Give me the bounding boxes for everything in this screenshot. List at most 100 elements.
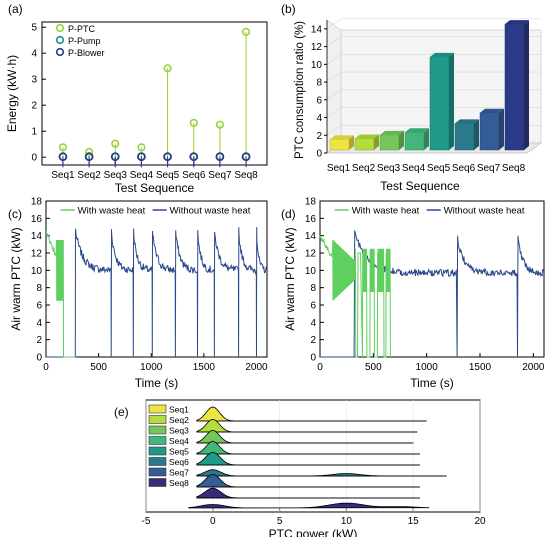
y-tick-label: 2 <box>316 131 322 142</box>
bar <box>504 23 525 151</box>
y-tick-label: 3 <box>31 75 37 86</box>
x-tick-label: 1500 <box>469 362 492 373</box>
bar-top <box>455 119 479 124</box>
data-point <box>163 64 172 73</box>
x-tick-label: 2000 <box>522 362 545 373</box>
data-point <box>163 152 172 162</box>
y-tick-label: 14 <box>305 231 317 242</box>
x-tick-label: -5 <box>142 516 151 527</box>
panel-e: -5 0 5 10 15 20 PTC power (kW) Seq1Seq2Seq3Seq4… <box>142 399 486 537</box>
y-tick-label: 2 <box>31 101 37 112</box>
bar <box>404 132 425 151</box>
y-tick-label: 0 <box>316 149 322 160</box>
x-tick-label: 500 <box>365 362 382 373</box>
bar <box>354 138 375 151</box>
bar-side <box>499 108 504 150</box>
x-tick-label: 2000 <box>245 362 268 373</box>
plot-frame <box>145 399 481 513</box>
legend-label: P-Pump <box>68 36 101 46</box>
legend-label: Seq1 <box>169 405 189 415</box>
y-tick-label: 2 <box>310 335 316 346</box>
x-tick-label: Seq6 <box>452 163 476 174</box>
x-axis-label: Time (s) <box>410 376 454 390</box>
y-tick-label: 16 <box>31 214 43 225</box>
x-tick-label: Seq2 <box>77 170 101 181</box>
x-tick-label: 5 <box>277 516 283 527</box>
legend-marker <box>55 35 65 45</box>
x-tick-label: Seq5 <box>427 163 451 174</box>
y-tick-label: 4 <box>36 318 42 329</box>
legend-label: Without waste heat <box>170 206 251 217</box>
y-tick-label: 14 <box>311 24 323 35</box>
y-tick-label: 12 <box>305 249 317 260</box>
legend-label: Seq2 <box>169 415 189 425</box>
legend-label: Seq3 <box>169 426 189 436</box>
x-tick-label: Seq8 <box>234 170 258 181</box>
y-tick-label: 2 <box>36 335 42 346</box>
data-point <box>58 152 68 162</box>
legend-marker <box>55 23 65 33</box>
x-tick-label: 0 <box>210 516 216 527</box>
x-tick-label: 10 <box>341 516 353 527</box>
x-axis-label: Time (s) <box>135 376 179 390</box>
y-tick-label: 6 <box>36 301 42 312</box>
legend-label: P-PTC <box>68 24 96 34</box>
series-line-without-waste-heat <box>320 229 544 358</box>
panel-label-c: (c) <box>8 207 22 221</box>
series-line-with-waste-heat <box>319 235 391 358</box>
y-axis-label: PTC consumption ratio (%) <box>294 21 306 159</box>
x-tick-label: Seq6 <box>182 170 206 181</box>
legend-swatch <box>148 467 167 477</box>
x-tick-label: 15 <box>408 516 420 527</box>
panel-label-d: (d) <box>281 207 296 221</box>
y-tick-label: 4 <box>310 318 316 329</box>
x-tick-label: Seq4 <box>130 170 154 181</box>
x-tick-label: 500 <box>90 362 107 373</box>
bar-side <box>349 135 354 150</box>
density-curve-overall <box>188 502 430 509</box>
data-point <box>111 139 120 148</box>
series-line-without-waste-heat <box>46 227 267 358</box>
y-tick-label: 0 <box>31 153 37 164</box>
panel-d: 0 2 4 6 8 10 12 14 16 18 0 500 1000 1500 2000 Time (s) A… <box>283 197 545 391</box>
legend-label: Seq4 <box>169 436 189 446</box>
bar <box>379 134 400 151</box>
data-point <box>110 152 120 162</box>
legend-swatch <box>148 404 167 414</box>
data-point <box>215 120 225 129</box>
legend-label: Seq7 <box>169 468 189 478</box>
x-tick-label: 1000 <box>140 362 163 373</box>
y-tick-label: 4 <box>316 113 322 124</box>
gridline <box>326 107 342 118</box>
density-curve <box>196 406 427 422</box>
legend-label: Seq8 <box>169 478 189 488</box>
y-tick-label: 14 <box>31 231 43 242</box>
x-tick-label: 0 <box>43 362 49 373</box>
bar-side <box>449 52 454 150</box>
gridline <box>326 54 342 65</box>
x-tick-label: Seq7 <box>208 170 232 181</box>
gridline <box>326 18 342 30</box>
data-point <box>137 152 146 162</box>
legend-label: With waste heat <box>78 206 146 217</box>
plot-frame <box>319 200 545 358</box>
x-tick-label: Seq3 <box>377 163 401 174</box>
y-axis-label: Air warm PTC (kW) <box>283 227 297 330</box>
legend-swatch <box>148 478 167 487</box>
data-point <box>84 147 94 157</box>
gridline <box>326 89 342 101</box>
data-point <box>241 27 251 36</box>
panel-label-a: (a) <box>8 2 23 16</box>
x-tick-label: Seq4 <box>402 163 426 174</box>
legend-label: Seq5 <box>169 447 189 457</box>
bar <box>329 139 350 151</box>
x-tick-label: 1500 <box>193 362 216 373</box>
panel-label-e: (e) <box>114 405 129 419</box>
x-tick-label: 20 <box>474 516 486 527</box>
x-tick-label: Seq3 <box>104 170 128 181</box>
y-tick-label: 6 <box>316 95 322 106</box>
data-point <box>189 118 198 127</box>
y-tick-label: 12 <box>311 42 323 53</box>
legend-label: P-Blower <box>68 48 105 58</box>
gridline <box>326 36 342 47</box>
